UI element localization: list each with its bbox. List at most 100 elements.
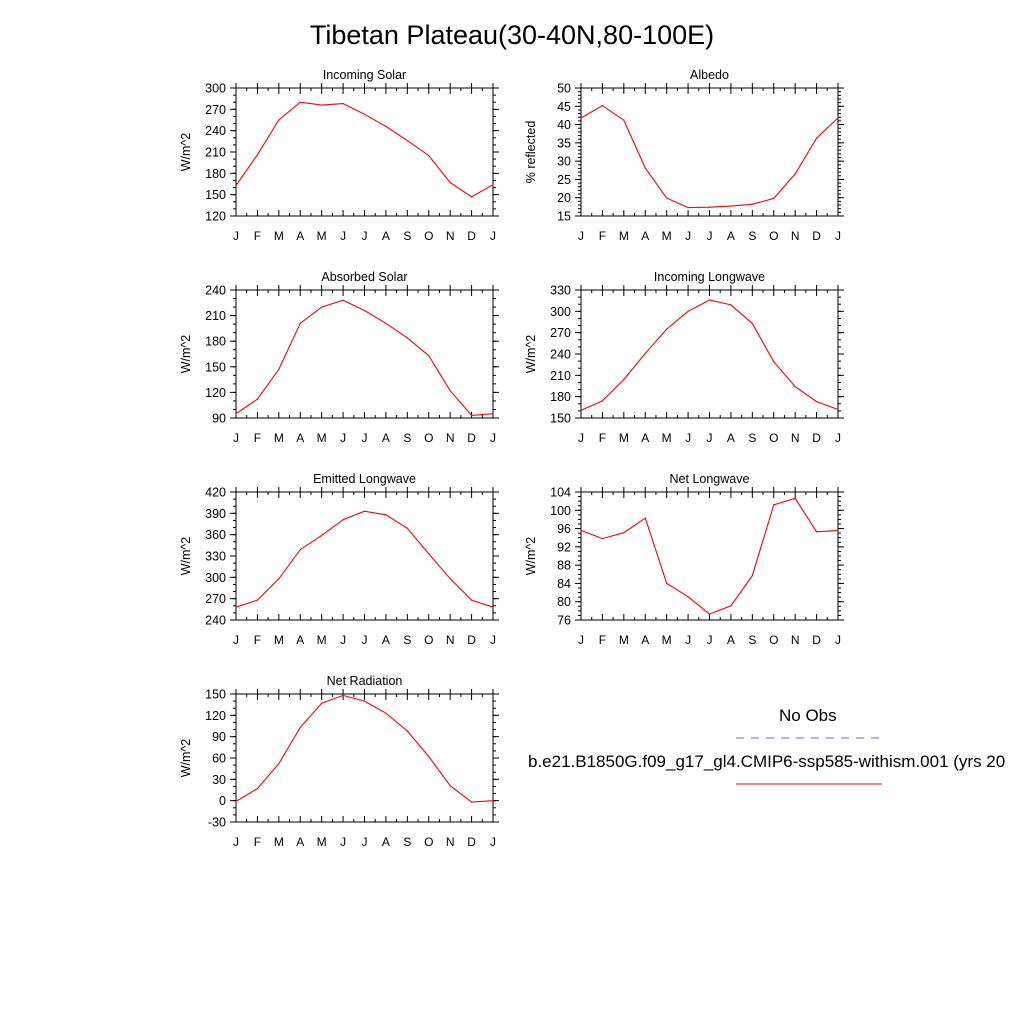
data-point	[256, 599, 259, 601]
data-point	[342, 694, 344, 697]
y-tick-label: 240	[205, 614, 226, 628]
x-tick-label: O	[424, 633, 433, 647]
data-point	[449, 181, 451, 184]
y-tick-label: 96	[557, 522, 571, 536]
data-point	[623, 119, 625, 121]
data-point	[406, 140, 408, 142]
data-point	[321, 534, 323, 536]
data-point	[708, 206, 711, 208]
x-tick-label: M	[274, 633, 284, 647]
data-point	[256, 398, 259, 400]
y-tick-label: 360	[205, 528, 226, 542]
y-tick-label: 76	[557, 614, 571, 628]
panel-net-longwave: J F M A M J J A S O N D J768084889296100104W/m^2Net …	[524, 472, 844, 647]
x-tick-label: F	[599, 229, 606, 243]
data-point	[235, 606, 237, 608]
x-tick-label: O	[424, 835, 433, 849]
y-tick-label: 40	[557, 118, 571, 132]
data-point	[837, 529, 839, 532]
x-tick-label: N	[446, 835, 455, 849]
x-tick-label: J	[707, 431, 713, 445]
x-tick-label: J	[835, 229, 841, 243]
data-point	[470, 196, 473, 198]
x-tick-label: A	[641, 431, 649, 445]
y-tick-label: 120	[205, 210, 226, 224]
y-tick-label: 120	[205, 709, 226, 723]
data-point	[235, 800, 237, 802]
y-tick-label: 180	[205, 335, 226, 349]
x-tick-label: M	[274, 229, 284, 243]
data-point	[708, 613, 711, 615]
y-tick-label: 80	[557, 595, 571, 609]
y-tick-label: 30	[212, 773, 226, 787]
data-point	[815, 401, 818, 403]
data-point	[235, 184, 237, 187]
data-point	[363, 700, 366, 702]
x-tick-label: F	[599, 633, 606, 647]
y-tick-label: 180	[550, 390, 571, 404]
data-point	[385, 712, 387, 714]
data-point	[428, 553, 430, 555]
x-tick-label: J	[362, 633, 368, 647]
data-point	[321, 306, 323, 308]
x-tick-label: A	[641, 229, 649, 243]
data-point	[278, 763, 280, 765]
x-tick-label: A	[296, 431, 304, 445]
data-point	[687, 310, 689, 312]
series-line	[580, 104, 839, 209]
x-tick-label: J	[340, 835, 346, 849]
data-point	[794, 173, 796, 175]
y-tick-label: 25	[557, 173, 571, 187]
x-tick-label: F	[254, 229, 261, 243]
x-tick-label: F	[254, 835, 261, 849]
x-tick-label: J	[340, 431, 346, 445]
data-point	[666, 582, 668, 585]
x-tick-label: J	[490, 229, 496, 243]
y-tick-label: 84	[557, 577, 571, 591]
panel-emitted-longwave: J F M A M J J A S O N D J240270300330360390420W/m^2E…	[179, 472, 499, 647]
data-point	[256, 154, 259, 156]
y-tick-label: 300	[205, 571, 226, 585]
series-line	[235, 299, 494, 416]
data-point	[363, 309, 366, 312]
data-point	[235, 413, 237, 415]
x-tick-label: A	[382, 633, 390, 647]
x-tick-label: J	[578, 431, 584, 445]
data-point	[815, 531, 818, 533]
data-point	[773, 504, 775, 506]
data-point	[428, 154, 430, 157]
data-point	[773, 361, 775, 363]
x-tick-label: J	[835, 431, 841, 445]
y-tick-label: 0	[219, 794, 226, 808]
y-axis-label: W/m^2	[179, 739, 193, 778]
y-tick-label: 150	[205, 360, 226, 374]
x-tick-label: J	[578, 229, 584, 243]
y-tick-label: -30	[208, 816, 226, 830]
data-point	[492, 606, 494, 608]
x-tick-label: N	[446, 633, 455, 647]
data-point	[730, 605, 732, 607]
x-tick-label: A	[727, 633, 735, 647]
x-tick-label: M	[662, 633, 672, 647]
x-tick-label: S	[403, 835, 411, 849]
data-point	[385, 322, 387, 324]
x-tick-label: J	[685, 431, 691, 445]
y-axis-label: W/m^2	[179, 537, 193, 576]
x-tick-label: J	[685, 633, 691, 647]
data-point	[278, 119, 280, 121]
panel-incoming-solar: J F M A M J J A S O N D J120150180210240270300W/m^2I…	[179, 68, 499, 243]
y-tick-label: 100	[550, 504, 571, 518]
y-tick-label: 300	[205, 82, 226, 96]
series-line	[235, 510, 494, 608]
data-point	[406, 730, 408, 732]
y-axis-label: W/m^2	[524, 335, 538, 374]
x-tick-label: J	[578, 633, 584, 647]
x-tick-label: M	[662, 229, 672, 243]
data-point	[406, 527, 408, 529]
legend-case-label: b.e21.B1850G.f09_g17_gl4.CMIP6-ssp585-wi…	[528, 752, 1006, 771]
x-tick-label: N	[446, 229, 455, 243]
plot-frame	[235, 289, 494, 419]
data-point	[666, 197, 668, 199]
